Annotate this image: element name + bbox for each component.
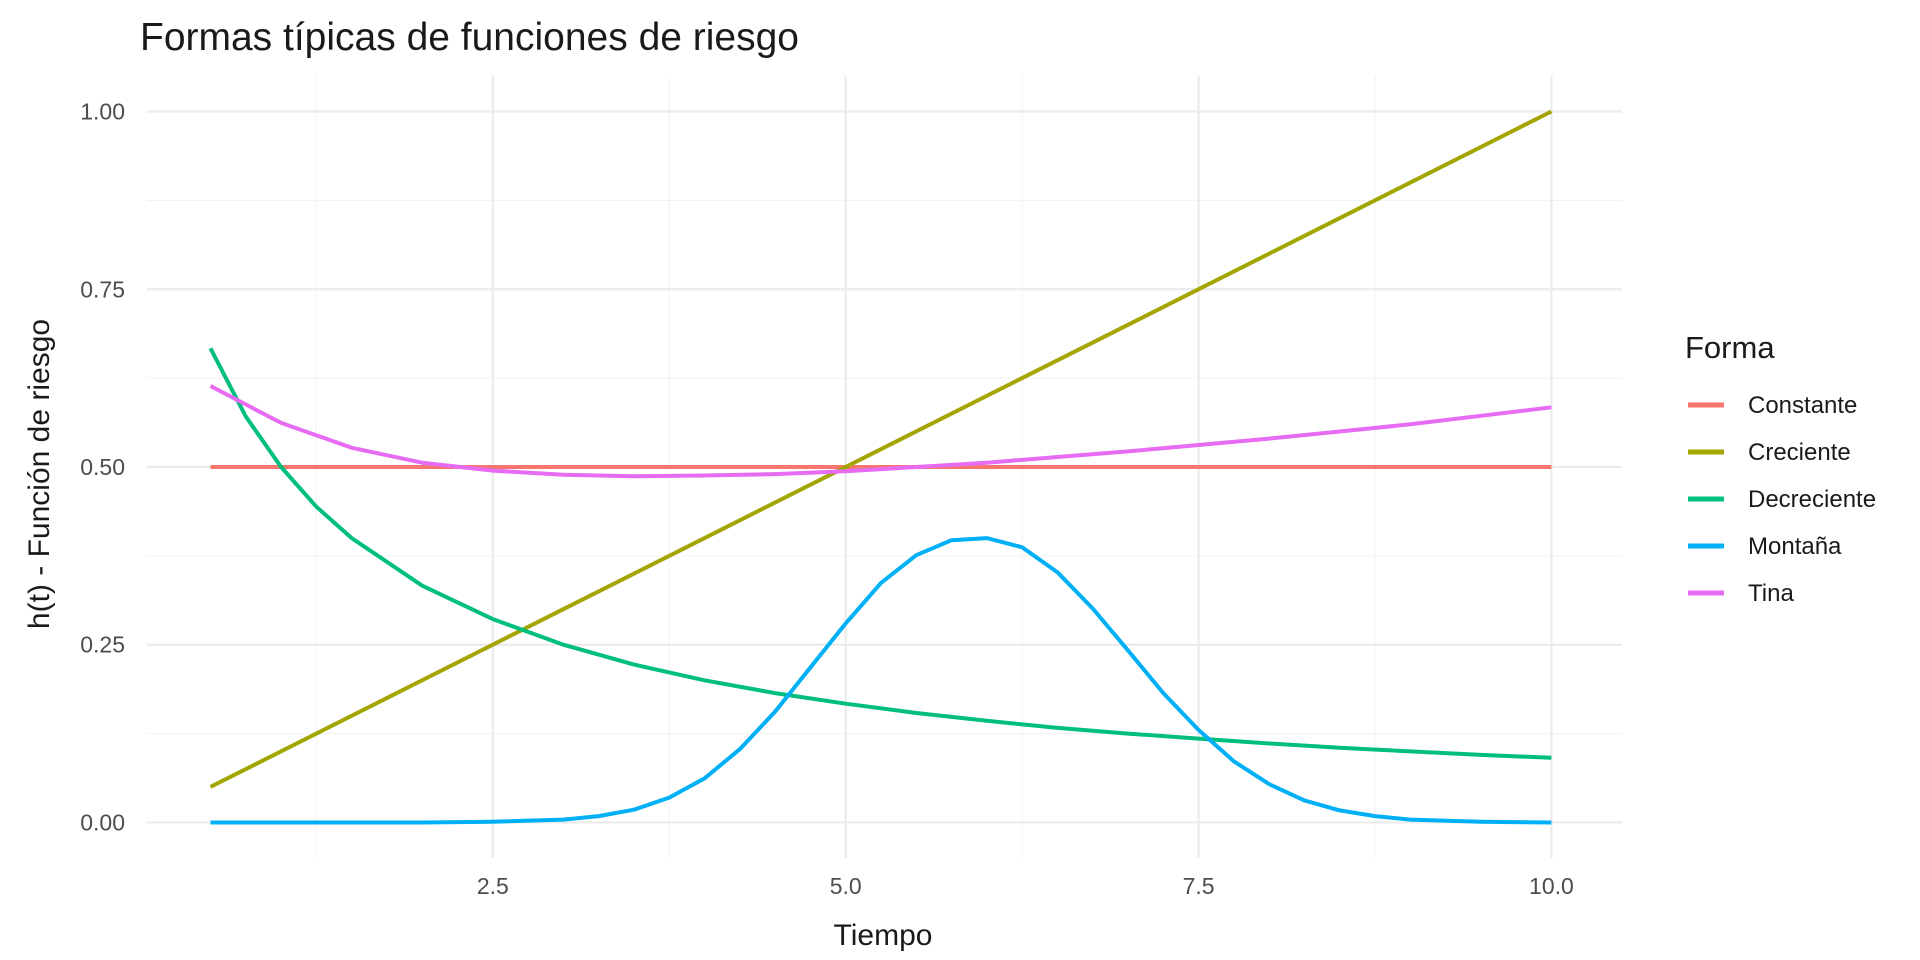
x-tick-label-2: 7.5 xyxy=(1183,873,1215,899)
y-axis-ticks: 0.00 0.25 0.50 0.75 1.00 xyxy=(80,99,125,836)
y-axis-title: h(t) - Función de riesgo xyxy=(23,319,56,629)
legend-label-montana: Montaña xyxy=(1748,533,1842,560)
x-tick-label-0: 2.5 xyxy=(477,873,509,899)
y-tick-label-1: 0.25 xyxy=(80,632,125,658)
series-line-tina xyxy=(209,384,1552,479)
x-tick-label-3: 10.0 xyxy=(1529,873,1574,899)
y-tick-label-0: 0.00 xyxy=(80,809,125,835)
y-tick-label-4: 1.00 xyxy=(80,99,125,125)
legend-label-creciente: Creciente xyxy=(1748,439,1851,466)
grid xyxy=(147,76,1622,858)
series-layer xyxy=(208,109,1553,825)
legend-label-decreciente: Decreciente xyxy=(1748,486,1876,513)
x-axis-ticks: 2.5 5.0 7.5 10.0 xyxy=(477,873,1574,899)
legend-label-tina: Tina xyxy=(1748,580,1794,607)
x-tick-label-1: 5.0 xyxy=(830,873,862,899)
series-line-decreciente xyxy=(208,347,1552,760)
y-tick-label-3: 0.75 xyxy=(80,276,125,302)
legend-label-constante: Constante xyxy=(1748,392,1857,419)
series-line-montana xyxy=(210,536,1552,825)
chart-title: Formas típicas de funciones de riesgo xyxy=(140,16,799,59)
legend-title: Forma xyxy=(1685,330,1775,365)
y-tick-label-2: 0.50 xyxy=(80,454,125,480)
x-axis-title: Tiempo xyxy=(834,919,933,952)
legend: Forma Constante Creciente Decreciente Monta… xyxy=(1685,330,1876,607)
series-line-creciente xyxy=(209,109,1553,789)
